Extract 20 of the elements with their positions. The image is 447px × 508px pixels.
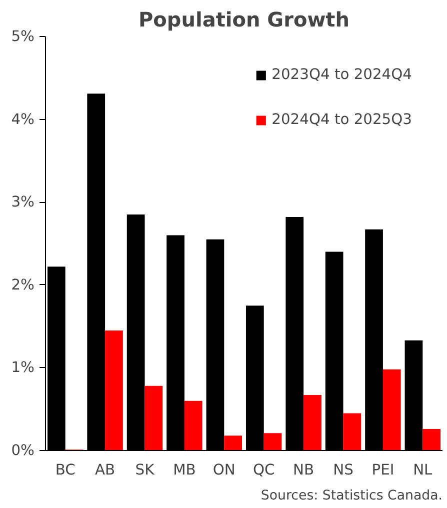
- x-tick-label: MB: [173, 462, 196, 478]
- y-tick-label: 5%: [11, 28, 35, 45]
- legend-label: 2023Q4 to 2024Q4: [272, 66, 412, 83]
- x-tick-label: AB: [95, 462, 116, 478]
- x-tick-label: SK: [135, 462, 155, 478]
- x-tick-label: BC: [55, 462, 76, 478]
- y-tick-label: 2%: [11, 276, 35, 294]
- chart-title: Population Growth: [138, 8, 350, 32]
- y-tick-label: 4%: [11, 110, 35, 128]
- y-tick-label: 3%: [11, 194, 35, 211]
- y-tick-label: 0%: [11, 442, 35, 459]
- x-tick-label: NS: [333, 462, 354, 478]
- source-note: Sources: Statistics Canada.: [260, 488, 443, 504]
- x-tick-label: NB: [293, 462, 314, 478]
- x-tick-label: QC: [252, 462, 275, 478]
- legend-label: 2024Q4 to 2025Q3: [272, 111, 412, 128]
- y-tick-label: 1%: [11, 359, 35, 376]
- x-tick-label: ON: [212, 462, 236, 478]
- x-tick-label: PEI: [372, 462, 394, 478]
- x-tick-label: NL: [413, 462, 434, 478]
